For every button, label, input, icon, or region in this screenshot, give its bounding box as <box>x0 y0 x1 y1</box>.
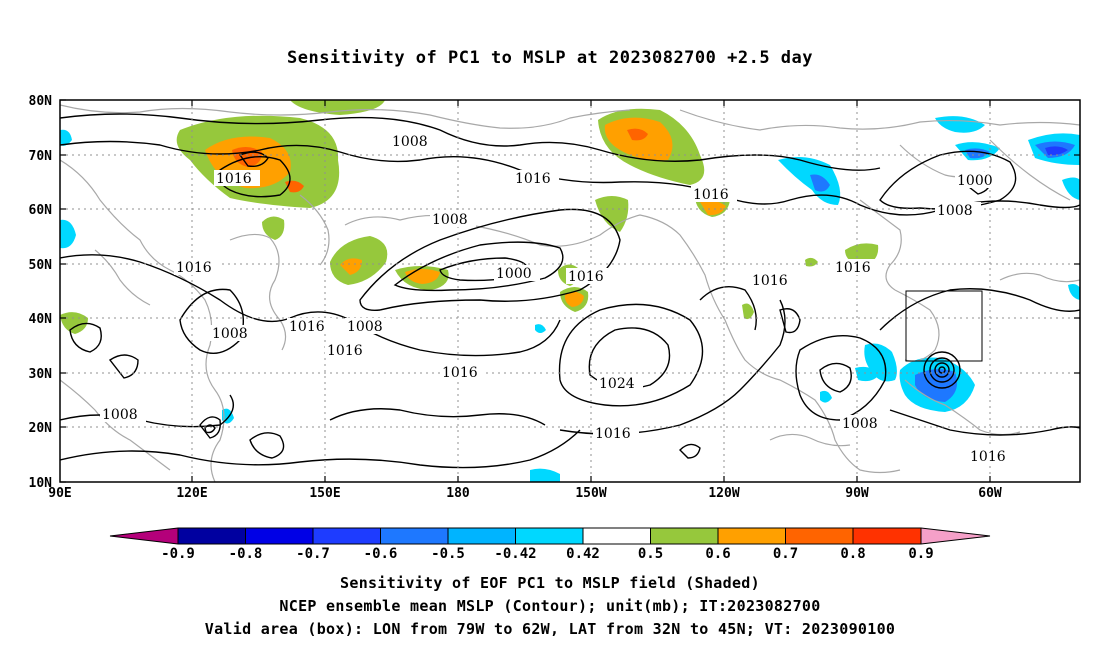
colorbar-label: 0.7 <box>773 546 798 562</box>
latitude-labels: 80N 70N 60N 50N 40N 30N 20N 10N <box>29 94 53 491</box>
lon-label: 150E <box>309 486 340 501</box>
lat-label: 10N <box>29 476 53 491</box>
lon-label: 180 <box>446 486 470 501</box>
colorbar-label: -0.9 <box>161 546 195 562</box>
colorbar-swatch <box>583 528 651 544</box>
lat-label: 50N <box>29 258 53 273</box>
colorbar-label: 0.6 <box>705 546 730 562</box>
colorbar-label: 0.8 <box>840 546 865 562</box>
axis-ticks <box>60 99 1080 483</box>
lat-label: 20N <box>29 421 53 436</box>
lon-label: 90W <box>845 486 869 501</box>
contour-label: 1016 <box>442 365 478 381</box>
colorbar-arrow-left <box>110 528 178 544</box>
colorbar-swatch <box>178 528 246 544</box>
contour-label: 1016 <box>595 426 631 442</box>
contour-label: 1016 <box>327 343 363 359</box>
colorbar-swatch <box>785 528 853 544</box>
plot-title: Sensitivity of PC1 to MSLP at 2023082700… <box>286 48 813 68</box>
contour-label: 1000 <box>957 173 993 189</box>
lon-label: 60W <box>978 486 1002 501</box>
contour-label: 1008 <box>937 203 973 219</box>
colorbar-label: 0.9 <box>908 546 933 562</box>
contour-label: 1016 <box>693 187 729 203</box>
contour-label: 1016 <box>970 449 1006 465</box>
sensitivity-shading <box>60 100 1080 482</box>
colorbar-label: -0.5 <box>431 546 465 562</box>
contour-label: 1016 <box>568 269 604 285</box>
lon-label: 120E <box>176 486 207 501</box>
contour-label: 1016 <box>289 319 325 335</box>
contour-label: 1008 <box>842 416 878 432</box>
contour-label: 1024 <box>599 376 635 392</box>
lat-label: 40N <box>29 312 53 327</box>
colorbar-label: -0.6 <box>364 546 398 562</box>
colorbar-swatch <box>515 528 583 544</box>
contour-labels: 1008 1016 1016 1008 1000 1016 1016 1000 … <box>100 133 1014 465</box>
lat-label: 30N <box>29 367 53 382</box>
colorbar-label: 0.42 <box>566 546 600 562</box>
colorbar-label: 0.5 <box>638 546 663 562</box>
colorbar-label: -0.7 <box>296 546 330 562</box>
graticule <box>60 100 1080 482</box>
lat-label: 70N <box>29 149 53 164</box>
colorbar-swatch <box>448 528 516 544</box>
contour-label: 1016 <box>176 260 212 276</box>
lat-label: 60N <box>29 203 53 218</box>
contour-label: 1008 <box>102 407 138 423</box>
contour-label: 1008 <box>432 212 468 228</box>
valid-area-box <box>905 290 983 362</box>
contour-label: 1008 <box>212 326 248 342</box>
lon-label: 120W <box>708 486 739 501</box>
footer-line-3: Valid area (box): LON from 79W to 62W, L… <box>204 620 896 638</box>
longitude-labels: 90E 120E 150E 180 150W 120W 90W 60W <box>48 486 1002 501</box>
contour-label: 1016 <box>835 260 871 276</box>
colorbar-arrow-right <box>921 528 990 544</box>
colorbar: -0.9 -0.8 -0.7 -0.6 -0.5 -0.42 0.42 0.5 … <box>109 527 991 562</box>
colorbar-swatch <box>313 528 381 544</box>
lon-label: 90E <box>48 486 71 501</box>
footer-line-1: Sensitivity of EOF PC1 to MSLP field (Sh… <box>340 574 760 592</box>
contour-label: 1016 <box>515 171 551 187</box>
coastlines <box>60 104 1080 482</box>
colorbar-swatch <box>718 528 786 544</box>
contour-label: 1016 <box>216 171 252 187</box>
contour-label: 1008 <box>347 319 383 335</box>
lon-label: 150W <box>575 486 606 501</box>
colorbar-swatch <box>245 528 313 544</box>
contour-label: 1008 <box>392 134 428 150</box>
footer-line-2: NCEP ensemble mean MSLP (Contour); unit(… <box>279 597 821 615</box>
colorbar-label: -0.8 <box>229 546 263 562</box>
contour-label: 1016 <box>752 273 788 289</box>
colorbar-swatch <box>853 528 921 544</box>
contour-label: 1000 <box>496 266 532 282</box>
colorbar-swatch <box>650 528 718 544</box>
colorbar-label: -0.42 <box>494 546 536 562</box>
map-frame <box>59 99 1081 483</box>
colorbar-swatch <box>380 528 448 544</box>
lat-label: 80N <box>29 94 53 109</box>
